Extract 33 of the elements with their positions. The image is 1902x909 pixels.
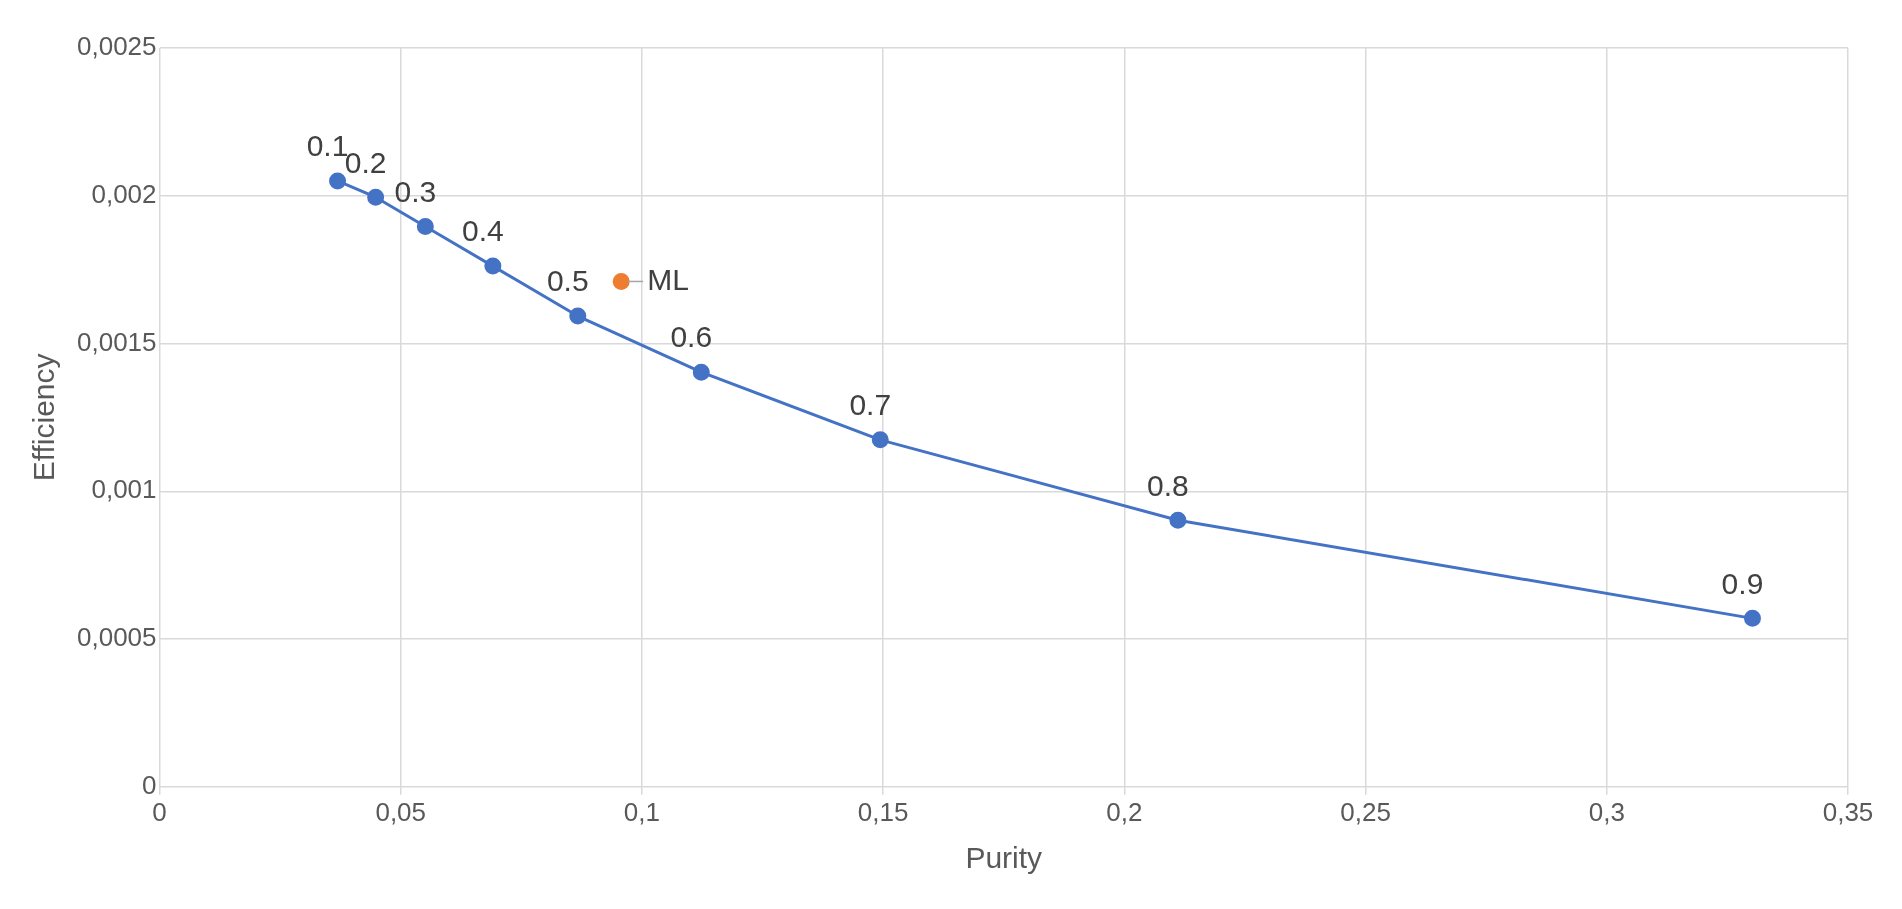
annotation: 0.5 [546,264,589,298]
y-axis-title: Efficiency [27,353,61,482]
point [416,217,434,235]
point [569,307,587,325]
annotation: 0.4 [462,214,504,248]
x-tick-label: 0,15 [857,796,909,827]
point [1169,511,1187,529]
y-tick-label: 0,0025 [76,31,157,62]
y-tick-label: 0,0015 [76,326,157,357]
annotation: 0.8 [1147,468,1189,502]
point [871,431,889,449]
y-tick-label: 0,002 [91,178,157,209]
annotation: 0.9 [1721,566,1764,600]
point [692,363,710,381]
x-tick-label: 0,1 [623,796,661,827]
point [612,272,630,290]
point [484,257,502,275]
x-tick-label: 0,35 [1822,796,1874,827]
annotation: 0.7 [849,388,892,422]
point [1743,609,1761,627]
x-tick-label: 0,2 [1106,796,1143,827]
x-tick-label: 0,25 [1340,796,1391,827]
point [367,188,385,206]
y-tick-label: 0,001 [91,474,157,505]
y-tick-label: 0,0005 [76,622,157,653]
annotation: 0.3 [394,174,437,208]
point [329,172,347,190]
x-tick-label: 0,05 [375,796,427,827]
x-tick-label: 0,3 [1588,796,1625,827]
x-axis-title: Purity [965,841,1043,875]
series-label: ML [647,262,689,296]
annotation: 0.6 [670,320,713,354]
y-tick-label: 0 [142,769,157,800]
